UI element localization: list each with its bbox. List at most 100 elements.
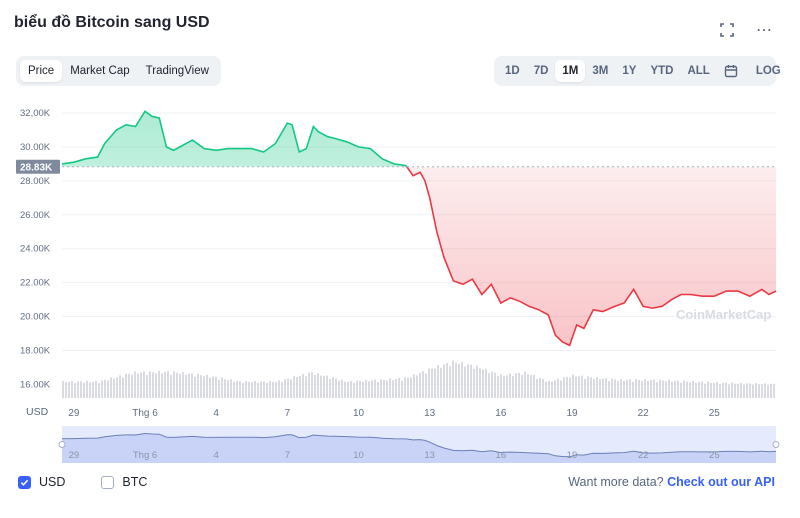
volume-bar — [701, 381, 703, 398]
price-line-up — [61, 110, 408, 167]
volume-bar — [620, 379, 622, 398]
tab-price[interactable]: Price — [20, 60, 63, 82]
volume-bar — [80, 381, 82, 398]
volume-bar — [623, 380, 625, 398]
volume-bar — [131, 374, 133, 398]
volume-bar — [734, 383, 736, 398]
volume-bar — [407, 377, 409, 398]
range-3m[interactable]: 3M — [592, 65, 609, 77]
volume-bar — [323, 375, 325, 398]
volume-bar — [344, 381, 346, 398]
navigator-handle-left — [58, 441, 66, 448]
volume-bar — [551, 381, 553, 398]
volume-bar — [773, 383, 775, 398]
volume-bar — [719, 384, 721, 398]
volume-bar — [380, 379, 382, 398]
volume-bar — [194, 376, 196, 398]
volume-bar — [290, 379, 292, 398]
tab-market-cap[interactable]: Market Cap — [70, 65, 130, 77]
volume-bar — [200, 375, 202, 398]
volume-bar — [140, 372, 142, 398]
volume-bar — [329, 379, 331, 398]
volume-bar — [536, 378, 538, 398]
log-scale-button[interactable]: LOG — [755, 65, 781, 77]
volume-bar — [740, 382, 742, 398]
volume-bar — [206, 374, 208, 398]
price-chart[interactable]: 28.83K 32,00K 30.00K 28.00K 26.00K 24.00K 22.… — [0, 96, 800, 468]
range-ytd[interactable]: YTD — [650, 65, 674, 77]
price-line-down — [405, 166, 777, 347]
volume-bar — [749, 383, 751, 398]
api-link[interactable]: Check out our API — [667, 475, 775, 489]
range-1m[interactable]: 1M — [555, 60, 586, 82]
volume-bar — [317, 373, 319, 398]
volume-bar — [650, 379, 652, 398]
volume-bar — [722, 382, 724, 398]
time-range-selector: 1D 7D 1M 3M 1Y YTD ALL LOG — [494, 56, 781, 86]
volume-bar — [629, 379, 631, 398]
volume-bar — [509, 373, 511, 398]
range-1d[interactable]: 1D — [505, 65, 520, 77]
range-all[interactable]: ALL — [687, 65, 710, 77]
y-tick-label: 24.00K — [20, 244, 51, 255]
volume-bar — [401, 380, 403, 398]
usd-checkbox[interactable] — [18, 475, 31, 489]
volume-bar — [602, 378, 604, 398]
volume-bar — [224, 379, 226, 398]
range-1y[interactable]: 1Y — [622, 65, 637, 77]
volume-bar — [260, 381, 262, 398]
volume-bar — [647, 381, 649, 398]
volume-bar — [185, 374, 187, 398]
volume-bar — [218, 379, 220, 398]
btc-checkbox[interactable] — [101, 475, 115, 489]
x-tick-label: 16 — [495, 408, 507, 419]
volume-bar — [119, 375, 121, 398]
volume-bar — [506, 375, 508, 398]
y-unit-label: USD — [26, 406, 49, 418]
volume-bar — [626, 379, 628, 398]
volume-bar — [563, 377, 565, 398]
volume-bar — [584, 378, 586, 398]
area-above-reference — [62, 111, 776, 167]
volume-bar — [398, 377, 400, 398]
reference-badge — [16, 159, 60, 174]
tab-tradingview[interactable]: TradingView — [145, 65, 209, 77]
volume-bar — [113, 378, 115, 398]
volume-bar — [746, 383, 748, 398]
x-tick-label: 29 — [68, 408, 80, 419]
volume-bar — [302, 373, 304, 398]
volume-bar — [575, 376, 577, 398]
volume-bar — [155, 373, 157, 398]
y-tick-label: 26.00K — [20, 210, 51, 221]
volume-bar — [116, 377, 118, 398]
x-tick-label: 19 — [566, 408, 578, 419]
volume-bar — [416, 375, 418, 398]
btc-label: BTC — [122, 475, 148, 489]
volume-bar — [503, 375, 505, 398]
x-tick-label: 10 — [353, 408, 365, 419]
calendar-icon[interactable] — [717, 60, 745, 82]
volume-bar — [353, 383, 355, 398]
fullscreen-icon[interactable] — [720, 23, 734, 37]
volume-bar — [392, 380, 394, 398]
volume-bar — [422, 371, 424, 398]
volume-bar — [74, 383, 76, 398]
volume-bar — [770, 383, 772, 398]
reference-line: 28.83K — [16, 159, 776, 174]
volume-bar — [443, 364, 445, 398]
volume-bar — [269, 380, 271, 398]
volume-bar — [287, 378, 289, 398]
volume-bar — [92, 381, 94, 398]
range-7d[interactable]: 7D — [533, 65, 549, 77]
more-options-icon[interactable]: ⋯ — [756, 22, 772, 39]
volume-bar — [83, 382, 85, 398]
x-axis: 29 Thg 6 4 7 10 13 16 19 22 25 — [68, 408, 720, 419]
price-area — [62, 111, 776, 346]
volume-bar — [743, 384, 745, 398]
currency-legend: USD BTC — [18, 475, 175, 489]
volume-bar — [266, 382, 268, 398]
volume-bar — [386, 380, 388, 398]
y-tick-label: 22.00K — [20, 278, 51, 289]
x-tick-label: 7 — [285, 408, 291, 419]
volume-bar — [764, 383, 766, 398]
